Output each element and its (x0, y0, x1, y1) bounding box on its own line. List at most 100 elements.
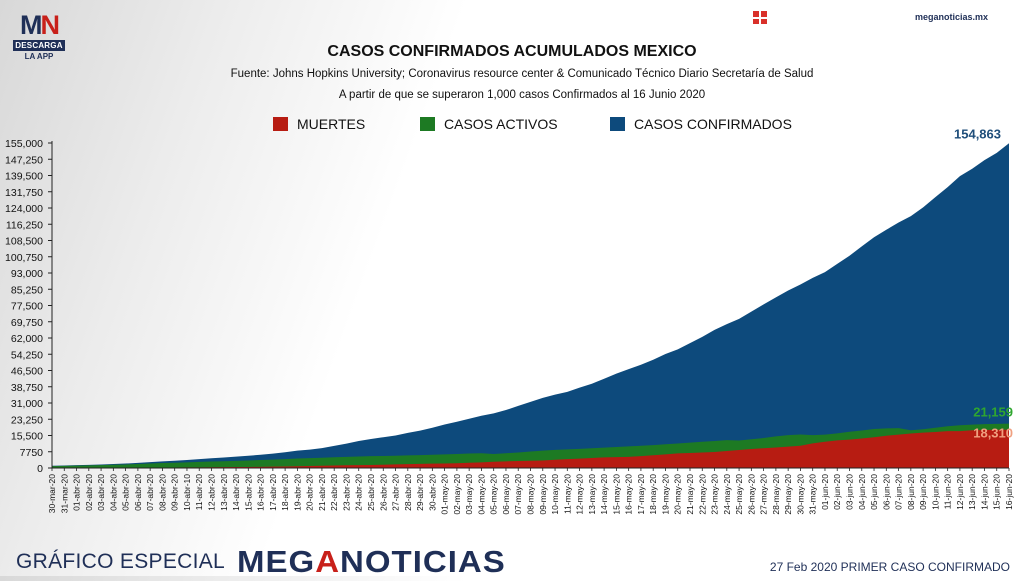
x-tick-label: 21-may-20 (685, 474, 695, 515)
x-tick-label: 06-abr-20 (133, 474, 143, 511)
y-tick-label: 38,750 (11, 382, 43, 394)
x-tick-label: 14-abr-20 (231, 474, 241, 511)
legend-swatch-muertes (273, 117, 288, 131)
x-tick-label: 27-may-20 (759, 474, 769, 515)
x-tick-label: 13-may-20 (587, 474, 597, 515)
x-tick-label: 24-abr-20 (354, 474, 364, 511)
y-tick-label: 62,000 (11, 333, 43, 345)
x-tick-label: 30-abr-20 (427, 474, 437, 511)
x-tick-label: 26-abr-20 (378, 474, 388, 511)
y-tick-label: 116,250 (6, 219, 43, 231)
x-tick-label: 16-may-20 (624, 474, 634, 515)
x-tick-label: 13-jun-20 (967, 474, 977, 510)
x-tick-label: 10-jun-20 (930, 474, 940, 510)
x-tick-label: 30-mar-20 (47, 474, 57, 513)
x-tick-label: 22-abr-20 (329, 474, 339, 511)
x-tick-label: 15-jun-20 (992, 474, 1002, 510)
x-tick-label: 05-abr-20 (121, 474, 131, 511)
x-tick-label: 07-jun-20 (894, 474, 904, 510)
x-tick-label: 09-may-20 (538, 474, 548, 515)
x-tick-label: 04-may-20 (476, 474, 486, 515)
x-tick-label: 07-may-20 (513, 474, 523, 515)
x-tick-label: 27-abr-20 (391, 474, 401, 511)
end-value-label: 18,310 (973, 426, 1013, 441)
legend-swatch-casos-activos (420, 117, 435, 131)
legend-label-casos-activos: CASOS ACTIVOS (444, 116, 558, 132)
x-tick-label: 12-may-20 (575, 474, 585, 515)
x-tick-label: 14-jun-20 (979, 474, 989, 510)
x-tick-label: 04-abr-20 (108, 474, 118, 511)
area-muertes (52, 429, 1009, 468)
plot-area: 0 7750 15,500 23,250 31,000 38,750 46,500 54,25… (5, 126, 1014, 514)
y-tick-label: 108,500 (5, 236, 43, 248)
x-tick-label: 01-abr-20 (72, 474, 82, 511)
x-tick-label: 16-jun-20 (1004, 474, 1014, 510)
x-tick-label: 25-abr-20 (366, 474, 376, 511)
x-tick-label: 02-may-20 (452, 474, 462, 515)
y-tick-label: 7750 (20, 447, 44, 459)
x-tick-label: 29-may-20 (783, 474, 793, 515)
x-tick-label: 28-may-20 (771, 474, 781, 515)
logo-mark-right: N (40, 10, 60, 40)
logo-app-label: LA APP (24, 52, 54, 61)
x-tick-label: 20-abr-20 (305, 474, 315, 511)
x-tick-label: 31-may-20 (808, 474, 818, 515)
logo-mark-left: M (20, 10, 42, 40)
x-tick-label: 31-mar-20 (59, 474, 69, 513)
x-tick-label: 11-abr-20 (194, 474, 204, 510)
footer-brand-prefix: MEG (237, 544, 316, 579)
y-tick-label: 139,500 (5, 171, 43, 183)
legend-label-casos-confirmados: CASOS CONFIRMADOS (634, 116, 792, 132)
x-tick-label: 02-jun-20 (832, 474, 842, 510)
x-tick-label: 21-abr-20 (317, 474, 327, 511)
x-tick-label: 02-abr-20 (84, 474, 94, 511)
x-tick-label: 23-abr-20 (341, 474, 351, 511)
x-tick-label: 14-may-20 (599, 474, 609, 515)
end-value-label: 154,863 (954, 126, 1001, 141)
x-tick-label: 23-may-20 (710, 474, 720, 515)
footer-note: 27 Feb 2020 PRIMER CASO CONFIRMADO (769, 560, 1010, 574)
chart-subtitle: A partir de que se superaron 1,000 casos… (338, 89, 706, 101)
grid-icon (753, 11, 767, 24)
x-tick-label: 26-may-20 (746, 474, 756, 515)
x-tick-label: 06-may-20 (501, 474, 511, 515)
footer-special-label: GRÁFICO ESPECIAL (16, 550, 226, 573)
x-tick-label: 13-abr-20 (219, 474, 229, 511)
logo-download-band: DESCARGA (13, 40, 65, 51)
x-tick-label: 12-jun-20 (955, 474, 965, 510)
x-tick-label: 18-abr-20 (280, 474, 290, 511)
legend-item-casos-confirmados: CASOS CONFIRMADOS (610, 116, 792, 132)
y-tick-label: 46,500 (11, 366, 43, 378)
site-url[interactable]: meganoticias.mx (914, 12, 988, 22)
y-tick-label: 77,500 (11, 301, 43, 313)
x-tick-label: 05-jun-20 (869, 474, 879, 510)
x-tick-label: 18-may-20 (648, 474, 658, 515)
x-tick-label: 22-may-20 (697, 474, 707, 515)
y-tick-label: 54,250 (11, 349, 43, 361)
chart-legend: MUERTES CASOS ACTIVOS CASOS CONFIRMADOS (0, 116, 1024, 134)
x-tick-label: 17-abr-20 (268, 474, 278, 511)
x-tick-label: 09-jun-20 (918, 474, 928, 510)
x-tick-label: 12-abr-20 (207, 474, 217, 511)
x-tick-label: 06-jun-20 (881, 474, 891, 510)
x-tick-label: 08-jun-20 (906, 474, 916, 510)
y-tick-label: 100,750 (5, 252, 43, 264)
x-tick-label: 17-may-20 (636, 474, 646, 515)
area-casos-confirmados (52, 143, 1009, 469)
footer-brand-suffix: NOTICIAS (340, 544, 506, 579)
x-tick-label: 10-may-20 (550, 474, 560, 515)
x-tick-label: 07-abr-20 (145, 474, 155, 511)
chart-source: Fuente: Johns Hopkins University; Corona… (230, 68, 814, 80)
x-tick-label: 01-may-20 (440, 474, 450, 515)
x-tick-label: 19-abr-20 (292, 474, 302, 511)
end-value-label: 21,159 (973, 405, 1013, 420)
x-tick-label: 15-may-20 (611, 474, 621, 515)
x-tick-label: 08-abr-20 (157, 474, 167, 511)
x-tick-label: 30-may-20 (795, 474, 805, 515)
y-tick-label: 0 (37, 463, 43, 475)
x-tick-label: 11-may-20 (562, 474, 572, 514)
legend-item-muertes: MUERTES (273, 116, 365, 132)
